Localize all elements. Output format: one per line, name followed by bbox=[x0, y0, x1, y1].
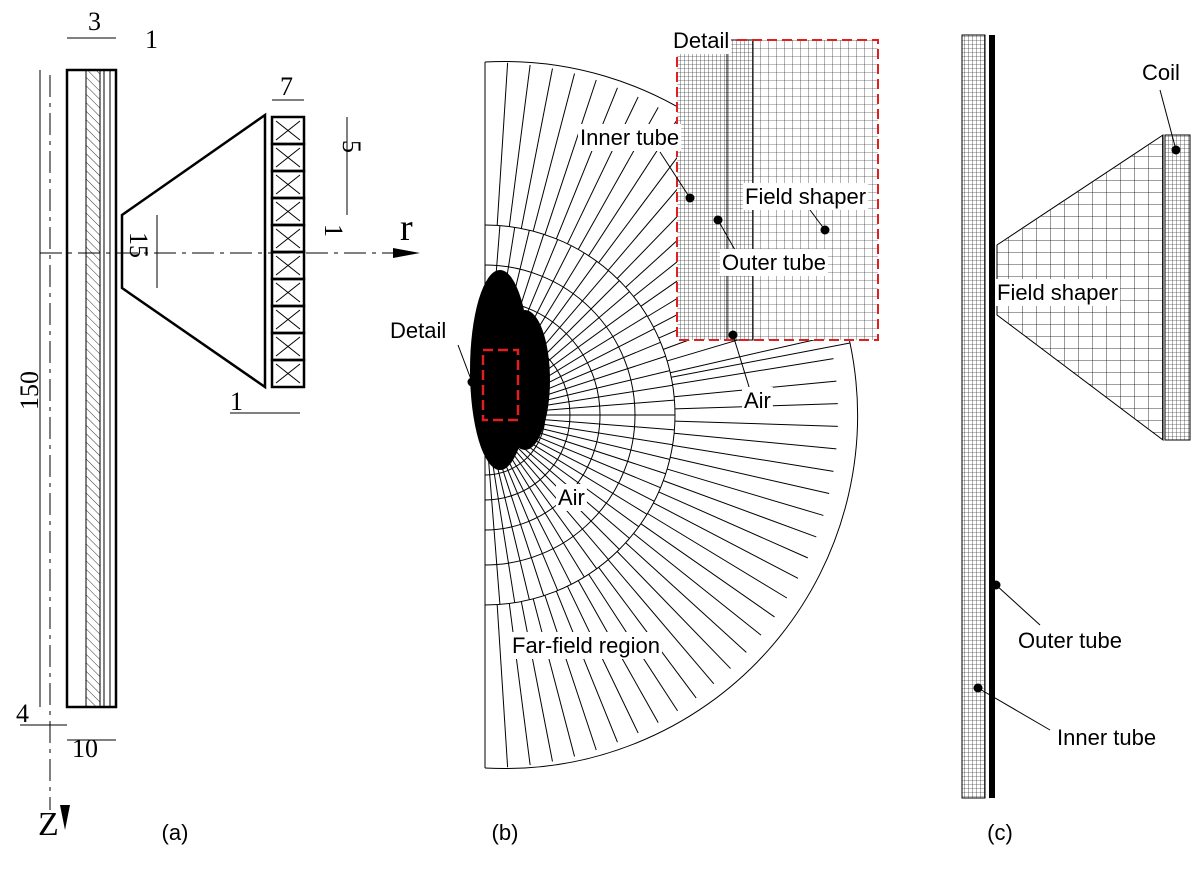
leader-dot bbox=[974, 684, 983, 693]
radial-line bbox=[647, 513, 786, 597]
dim-label: 10 bbox=[72, 734, 98, 763]
axis-label: Z bbox=[38, 806, 59, 843]
leader-dot bbox=[714, 216, 723, 225]
dense-mesh bbox=[500, 310, 550, 450]
outer-tube bbox=[989, 35, 995, 798]
radial-line bbox=[509, 65, 530, 227]
label: Coil bbox=[1142, 60, 1180, 85]
leader-dot bbox=[729, 331, 738, 340]
leader-dot bbox=[821, 226, 830, 235]
radial-line bbox=[567, 586, 638, 733]
caption: (b) bbox=[492, 820, 519, 845]
label: Air bbox=[744, 388, 771, 413]
label: Inner tube bbox=[1057, 725, 1156, 750]
label: Detail bbox=[390, 318, 446, 343]
leader-dot bbox=[686, 194, 695, 203]
air-line bbox=[523, 427, 666, 473]
label: Detail bbox=[673, 28, 729, 53]
air-line bbox=[497, 453, 543, 596]
leader-line bbox=[996, 585, 1040, 625]
radial-line bbox=[641, 524, 775, 617]
radial-line bbox=[556, 591, 617, 742]
air-line bbox=[494, 454, 529, 600]
coil-cross bbox=[276, 202, 300, 221]
radial-line bbox=[497, 63, 507, 226]
dim-label: 1 bbox=[319, 224, 348, 237]
radial-line bbox=[521, 601, 552, 761]
coil-cross bbox=[276, 148, 300, 167]
coil-cross bbox=[276, 310, 300, 329]
arrow bbox=[60, 805, 70, 830]
arrow bbox=[393, 248, 420, 258]
radial-line bbox=[673, 445, 834, 471]
coil-cross bbox=[276, 364, 300, 383]
label: Field shaper bbox=[745, 184, 866, 209]
radial-line bbox=[509, 603, 530, 765]
label: Air bbox=[558, 485, 585, 510]
caption: (c) bbox=[987, 820, 1013, 845]
radial-line bbox=[673, 359, 834, 385]
caption: (a) bbox=[162, 820, 189, 845]
dim-label: 1 bbox=[230, 387, 243, 416]
leader-dot bbox=[468, 378, 477, 387]
label: Outer tube bbox=[722, 250, 826, 275]
leader-line bbox=[458, 345, 472, 382]
dim-label: 4 bbox=[16, 699, 29, 728]
radial-line bbox=[608, 560, 714, 684]
inner-tube-mesh bbox=[962, 35, 985, 798]
dim-label: 5 bbox=[337, 140, 366, 153]
air-line bbox=[524, 424, 670, 459]
dim-label: 150 bbox=[15, 371, 44, 410]
coil-cross bbox=[276, 337, 300, 356]
radial-line bbox=[497, 605, 507, 768]
dim-label: 1 bbox=[145, 25, 158, 54]
dim-label: 3 bbox=[88, 7, 101, 36]
figure: 3 1 7 5 15 1 150 1 4 10 r Z (a) (b) (c) … bbox=[0, 0, 1196, 877]
radial-line bbox=[675, 421, 838, 426]
radial-line bbox=[521, 69, 552, 229]
panel-b: (b) bbox=[470, 40, 878, 845]
radial-line bbox=[667, 469, 823, 515]
label: Field shaper bbox=[997, 280, 1118, 305]
air-line bbox=[522, 430, 661, 487]
coil-cross bbox=[276, 229, 300, 248]
leader-dot bbox=[1172, 146, 1181, 155]
coil-cross bbox=[276, 283, 300, 302]
leader-dot bbox=[992, 581, 1001, 590]
radial-line bbox=[670, 336, 829, 372]
coil-cross bbox=[276, 175, 300, 194]
radial-line bbox=[567, 97, 638, 244]
dim-label: 15 bbox=[124, 232, 153, 258]
radial-line bbox=[663, 481, 816, 537]
air-line bbox=[491, 455, 514, 603]
coil-mesh bbox=[1165, 135, 1190, 440]
radial-line bbox=[556, 88, 617, 239]
label: Inner tube bbox=[580, 125, 679, 150]
dim-label: 7 bbox=[280, 72, 293, 101]
air-line bbox=[525, 421, 673, 444]
panel-c: (c) bbox=[962, 35, 1190, 845]
coil-cross bbox=[276, 121, 300, 140]
air-line bbox=[500, 452, 557, 591]
label: Outer tube bbox=[1018, 628, 1122, 653]
label: Far-field region bbox=[512, 633, 660, 658]
leader-line bbox=[978, 688, 1050, 730]
coil-cross bbox=[276, 256, 300, 275]
coil-stack bbox=[272, 117, 304, 387]
axis-label: r bbox=[400, 207, 413, 249]
radial-line bbox=[659, 492, 808, 558]
radial-line bbox=[670, 457, 829, 493]
inner-tube bbox=[86, 70, 100, 707]
panel-a: 3 1 7 5 15 1 150 1 4 10 r Z (a) bbox=[15, 7, 420, 845]
radial-line bbox=[674, 433, 836, 449]
